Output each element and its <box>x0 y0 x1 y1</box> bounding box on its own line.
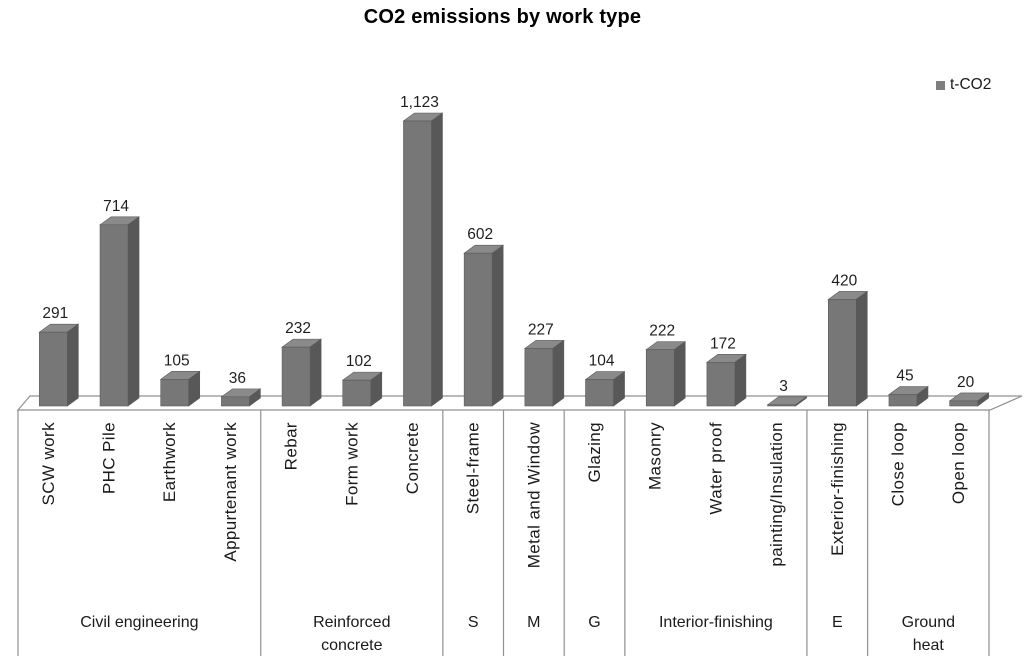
bar-front-face <box>767 404 796 407</box>
bar-front-face <box>342 379 372 407</box>
category-label: Form work <box>342 422 361 506</box>
group-label-line: Civil engineering <box>80 614 198 631</box>
category-label: Metal and Window <box>524 422 543 569</box>
bar-side-face <box>127 216 140 407</box>
bar-Close loop <box>888 385 929 407</box>
legend: t-CO2 <box>936 76 991 94</box>
bar-side-face <box>491 244 504 407</box>
value-label: 227 <box>528 321 554 338</box>
category-label: Close loop <box>888 422 907 506</box>
category-label: Concrete <box>403 422 422 494</box>
bar-front-face <box>827 299 857 407</box>
group-label-line: Interior-finishing <box>659 614 773 631</box>
bar-front-face <box>585 379 614 407</box>
value-label: 291 <box>42 305 68 322</box>
category-label: SCW work <box>39 422 58 506</box>
bar-Exterior-finishing <box>827 290 869 407</box>
group-label: G <box>588 614 600 631</box>
category-label: Appurtenant work <box>221 422 240 562</box>
group-label: M <box>527 614 540 631</box>
bar-front-face <box>403 120 432 407</box>
group-label: Ground heat <box>902 614 955 654</box>
group-label-line: heat <box>913 637 945 654</box>
group-label-line: Ground <box>902 614 955 631</box>
bar-front-face <box>39 331 68 407</box>
bar-SCW work <box>38 323 80 407</box>
value-label: 104 <box>589 353 615 370</box>
bar-Form work <box>341 371 383 407</box>
bar-side-face <box>309 338 322 407</box>
value-label: 3 <box>779 378 788 395</box>
value-label: 1,123 <box>400 94 439 111</box>
bar-front-face <box>221 396 250 407</box>
value-label: 20 <box>957 374 975 391</box>
chart-title: CO2 emissions by work type <box>363 6 642 28</box>
group-label: S <box>468 614 479 631</box>
bar-front-face <box>645 349 675 407</box>
bar-side-face <box>67 323 79 407</box>
category-label: Earthwork <box>160 422 179 502</box>
bar-side-face <box>734 353 747 407</box>
group-label-line: Reinforced <box>313 614 390 631</box>
category-label: Water proof <box>706 422 725 515</box>
bar-front-face <box>949 400 978 407</box>
bar-front-face <box>463 252 493 407</box>
bar-Water proof <box>705 353 747 407</box>
value-label: 36 <box>229 370 246 387</box>
bar-painting/Insulation <box>766 396 808 407</box>
group-label-line: concrete <box>321 637 382 654</box>
value-label: 420 <box>831 272 857 289</box>
bar-Concrete <box>402 112 444 407</box>
category-label: painting/Insulation <box>767 422 786 567</box>
bar-side-face <box>431 112 443 407</box>
bar-front-face <box>99 224 129 407</box>
value-label: 714 <box>103 198 129 215</box>
bar-side-face <box>673 341 686 407</box>
bar-Appurtenant work <box>220 388 262 407</box>
bar-front-face <box>524 348 554 407</box>
bar-Steel-frame <box>463 244 505 407</box>
bar-PHC Pile <box>99 216 140 407</box>
group-label: Civil engineering <box>80 614 198 631</box>
category-label: Exterior-finishing <box>828 422 847 556</box>
group-label-line: S <box>468 614 479 631</box>
bar-Glazing <box>584 371 626 407</box>
value-label: 172 <box>710 335 736 352</box>
category-label: Open loop <box>949 422 968 504</box>
bar-Rebar <box>281 338 323 407</box>
group-label: Reinforced concrete <box>313 614 390 654</box>
category-label: PHC Pile <box>100 422 119 494</box>
bar-Metal and Window <box>523 339 565 407</box>
group-label-line: G <box>588 614 600 631</box>
group-label: E <box>832 614 843 631</box>
value-label: 602 <box>467 226 493 243</box>
value-label: 105 <box>164 352 190 369</box>
category-label: Steel-frame <box>464 422 483 514</box>
category-label: Rebar <box>282 422 301 470</box>
legend-label: t-CO2 <box>950 76 992 93</box>
group-label-line: E <box>832 614 843 631</box>
group-label: Interior-finishing <box>659 614 773 631</box>
value-label: 222 <box>649 323 675 340</box>
legend-swatch-icon <box>936 80 945 90</box>
value-label: 232 <box>285 320 311 337</box>
chart-floor <box>16 395 1023 411</box>
bar-Masonry <box>645 341 687 407</box>
group-label-line: M <box>527 614 540 631</box>
bar-side-face <box>855 290 868 407</box>
bar-side-face <box>552 339 565 407</box>
value-label: 102 <box>346 353 372 370</box>
bar-front-face <box>281 346 311 407</box>
category-label: Masonry <box>646 422 665 490</box>
bar-Earthwork <box>159 370 201 407</box>
bar-front-face <box>888 394 918 407</box>
value-label: 45 <box>896 368 913 385</box>
bar-Open loop <box>948 392 990 407</box>
bar-front-face <box>706 362 736 407</box>
category-label: Glazing <box>585 422 604 482</box>
bar-front-face <box>160 379 190 407</box>
